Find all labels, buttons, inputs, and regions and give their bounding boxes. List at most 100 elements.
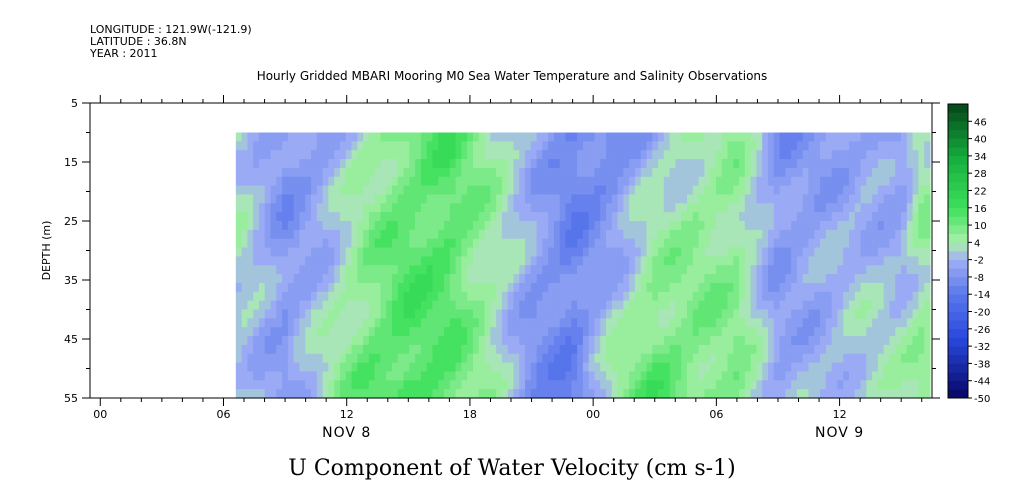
heatmap-cell	[895, 238, 902, 249]
heatmap-cell	[600, 300, 607, 311]
heatmap-cell	[739, 221, 746, 231]
heatmap-cell	[530, 318, 538, 328]
heatmap-cell	[409, 389, 416, 399]
heatmap-cell	[698, 229, 705, 240]
heatmap-cell	[854, 141, 862, 151]
heatmap-cell	[663, 318, 671, 328]
heatmap-cell	[467, 336, 474, 346]
heatmap-cell	[600, 389, 607, 399]
heatmap-cell	[386, 336, 393, 346]
heatmap-cell	[409, 212, 416, 222]
heatmap-cell	[715, 203, 723, 213]
heatmap-cell	[553, 132, 561, 142]
heatmap-cell	[322, 132, 329, 142]
heatmap-cell	[883, 336, 891, 346]
heatmap-cell	[287, 167, 295, 178]
heatmap-cell	[368, 353, 376, 364]
heatmap-cell	[877, 274, 885, 284]
heatmap-cell	[594, 371, 601, 381]
heatmap-cell	[565, 265, 572, 275]
heatmap-cell	[704, 132, 711, 142]
heatmap-cell	[490, 344, 497, 355]
heatmap-cell	[276, 238, 283, 249]
heatmap-cell	[391, 265, 399, 275]
heatmap-cell	[339, 238, 347, 249]
heatmap-cell	[484, 203, 491, 213]
heatmap-cell	[814, 194, 821, 204]
heatmap-cell	[513, 176, 520, 187]
heatmap-cell	[854, 212, 862, 222]
heatmap-cell	[785, 300, 792, 311]
heatmap-cell	[814, 159, 821, 169]
heatmap-cell	[802, 212, 810, 222]
heatmap-cell	[785, 132, 792, 142]
heatmap-cell	[860, 344, 867, 355]
heatmap-cell	[640, 159, 648, 169]
x-tick-label: 00	[93, 408, 107, 421]
heatmap-cell	[409, 336, 416, 346]
heatmap-cell	[640, 389, 648, 399]
heatmap-cell	[640, 291, 648, 302]
heatmap-cell	[640, 176, 648, 187]
heatmap-cell	[461, 238, 468, 249]
heatmap-cell	[536, 247, 543, 257]
heatmap-cell	[455, 389, 462, 399]
heatmap-cell	[825, 247, 833, 257]
heatmap-cell	[536, 256, 543, 266]
heatmap-cell	[525, 336, 532, 346]
heatmap-cell	[484, 159, 491, 169]
heatmap-cell	[357, 327, 364, 337]
heatmap-cell	[669, 371, 677, 381]
heatmap-cell	[594, 167, 601, 178]
heatmap-cell	[814, 132, 821, 142]
heatmap-cell	[571, 159, 578, 169]
heatmap-cell	[675, 282, 682, 293]
heatmap-cell	[472, 300, 480, 311]
heatmap-cell	[600, 362, 607, 373]
heatmap-cell	[391, 282, 399, 293]
heatmap-cell	[808, 362, 815, 373]
heatmap-cell	[553, 380, 561, 390]
heatmap-cell	[305, 336, 312, 346]
heatmap-cell	[258, 291, 266, 302]
heatmap-cell	[733, 353, 740, 364]
heatmap-cell	[553, 203, 561, 213]
heatmap-cell	[704, 389, 711, 399]
heatmap-cell	[825, 344, 833, 355]
heatmap-cell	[565, 247, 572, 257]
heatmap-cell	[444, 141, 451, 151]
heatmap-cell	[461, 141, 468, 151]
heatmap-cell	[299, 150, 306, 160]
heatmap-cell	[854, 353, 862, 364]
heatmap-cell	[542, 380, 549, 390]
heatmap-cell	[872, 150, 879, 160]
heatmap-cell	[814, 309, 821, 319]
heatmap-cell	[496, 389, 503, 399]
heatmap-cell	[478, 141, 486, 151]
heatmap-cell	[912, 247, 919, 257]
heatmap-cell	[796, 318, 804, 328]
heatmap-cell	[687, 256, 694, 266]
heatmap-cell	[571, 141, 578, 151]
heatmap-cell	[820, 212, 827, 222]
heatmap-cell	[733, 389, 740, 399]
heatmap-cell	[611, 282, 619, 293]
heatmap-cell	[669, 274, 677, 284]
heatmap-cell	[820, 318, 827, 328]
heatmap-cell	[571, 247, 578, 257]
heatmap-cell	[808, 318, 815, 328]
heatmap-cell	[311, 159, 318, 169]
heatmap-cell	[802, 238, 810, 249]
heatmap-cell	[432, 141, 439, 151]
heatmap-cell	[386, 371, 393, 381]
heatmap-cell	[438, 256, 445, 266]
heatmap-cell	[282, 176, 289, 187]
colorbar-label: 34	[974, 152, 987, 163]
heatmap-cell	[507, 238, 515, 249]
heatmap-cell	[860, 221, 867, 231]
heatmap-cell	[432, 344, 439, 355]
heatmap-cell	[820, 336, 827, 346]
heatmap-cell	[380, 132, 387, 142]
heatmap-cell	[258, 247, 266, 257]
heatmap-cell	[548, 159, 555, 169]
